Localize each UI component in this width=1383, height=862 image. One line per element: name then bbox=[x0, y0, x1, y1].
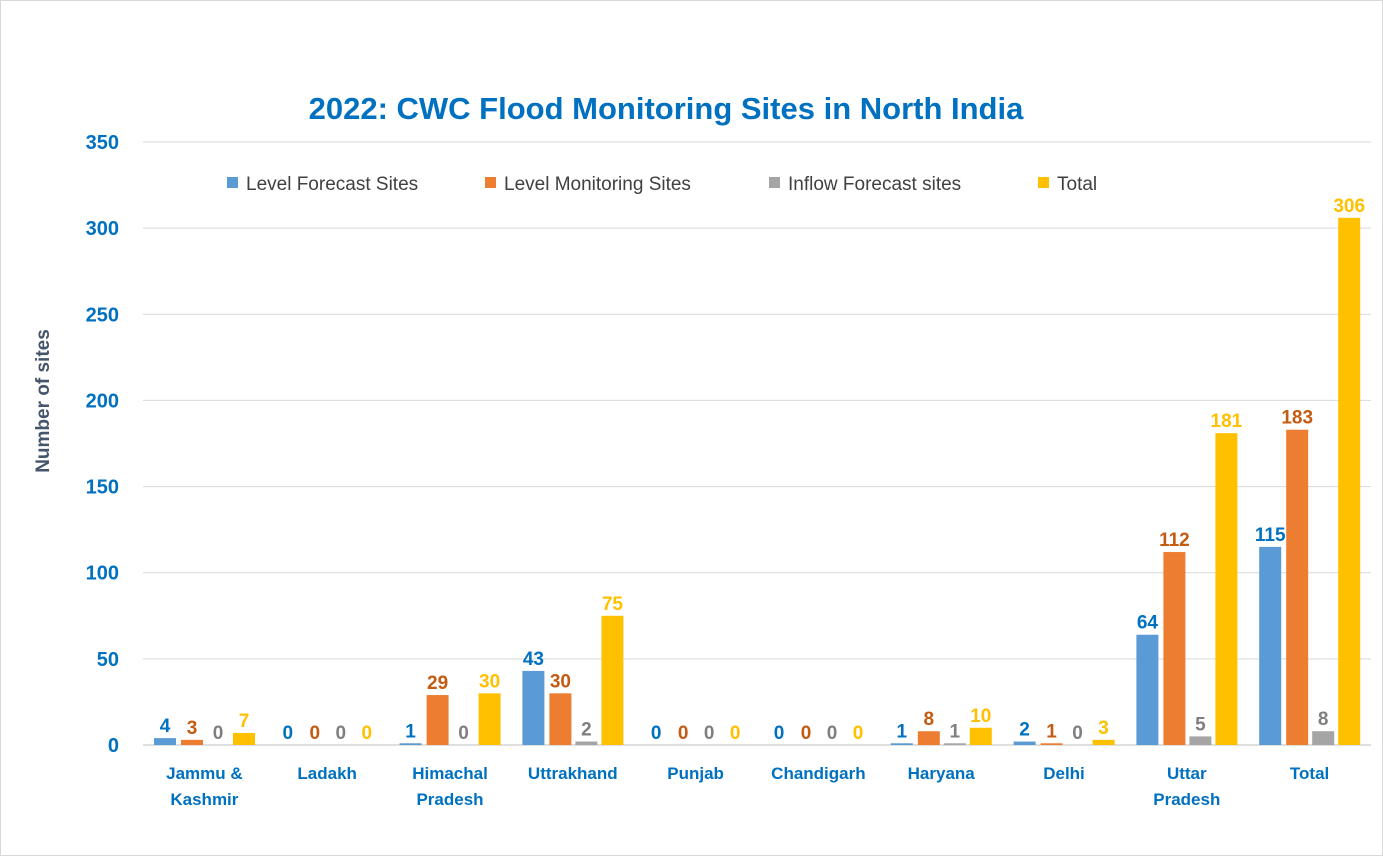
data-label: 8 bbox=[924, 709, 935, 730]
data-label: 1 bbox=[897, 721, 908, 742]
bar bbox=[1312, 731, 1335, 745]
bar bbox=[1286, 429, 1309, 745]
x-tick-label: Uttrakhand bbox=[528, 764, 618, 783]
x-tick-label: Haryana bbox=[908, 764, 976, 783]
y-tick-label: 150 bbox=[86, 477, 119, 499]
data-label: 7 bbox=[239, 711, 250, 732]
y-tick-label: 300 bbox=[86, 218, 119, 240]
x-tick-label: Pradesh bbox=[416, 790, 483, 809]
data-label: 0 bbox=[678, 723, 689, 744]
x-tick-label: Himachal bbox=[412, 764, 488, 783]
x-tick-label: Chandigarh bbox=[771, 764, 865, 783]
y-tick-label: 350 bbox=[86, 132, 119, 154]
legend-swatch bbox=[227, 177, 238, 188]
chart-title: 2022: CWC Flood Monitoring Sites in Nort… bbox=[309, 91, 1024, 126]
y-tick-label: 250 bbox=[86, 304, 119, 326]
data-label: 115 bbox=[1255, 525, 1286, 546]
data-label: 10 bbox=[970, 706, 991, 727]
data-label: 30 bbox=[550, 671, 571, 692]
data-label: 8 bbox=[1318, 709, 1329, 730]
bar bbox=[1338, 217, 1361, 745]
y-axis-label: Number of sites bbox=[33, 329, 54, 473]
y-tick-label: 200 bbox=[86, 390, 119, 412]
data-label: 183 bbox=[1281, 408, 1313, 429]
data-label: 0 bbox=[336, 723, 347, 744]
bar bbox=[1136, 634, 1159, 745]
x-tick-label: Punjab bbox=[667, 764, 724, 783]
bar bbox=[154, 738, 176, 745]
bar bbox=[399, 743, 422, 745]
y-tick-label: 0 bbox=[108, 735, 119, 757]
bar bbox=[426, 695, 449, 745]
legend-swatch bbox=[1038, 177, 1049, 188]
x-tick-label: Pradesh bbox=[1153, 790, 1220, 809]
data-label: 1 bbox=[1046, 721, 1057, 742]
legend-label: Level Monitoring Sites bbox=[504, 174, 691, 195]
x-tick-label: Jammu & bbox=[166, 764, 243, 783]
x-tick-label: Kashmir bbox=[170, 790, 238, 809]
bar bbox=[1163, 552, 1186, 745]
data-label: 5 bbox=[1195, 714, 1206, 735]
data-label: 112 bbox=[1159, 530, 1190, 551]
bar bbox=[601, 615, 624, 745]
data-label: 2 bbox=[1019, 720, 1030, 741]
bar bbox=[549, 693, 572, 745]
bar bbox=[181, 739, 203, 745]
bar bbox=[522, 670, 545, 745]
data-label: 0 bbox=[774, 723, 785, 744]
data-label: 0 bbox=[853, 723, 864, 744]
bar bbox=[1040, 743, 1063, 745]
bar bbox=[890, 743, 913, 745]
data-label: 1 bbox=[405, 721, 416, 742]
data-label: 0 bbox=[1072, 723, 1083, 744]
bar bbox=[575, 741, 598, 745]
data-label: 1 bbox=[950, 721, 961, 742]
x-tick-label: Uttar bbox=[1167, 764, 1207, 783]
legend-label: Inflow Forecast sites bbox=[788, 174, 961, 195]
bar bbox=[1092, 739, 1115, 745]
data-label: 2 bbox=[581, 720, 592, 741]
data-label: 0 bbox=[827, 723, 838, 744]
bar bbox=[943, 743, 966, 745]
y-tick-label: 50 bbox=[97, 649, 119, 671]
data-label: 0 bbox=[458, 723, 469, 744]
legend-swatch bbox=[485, 177, 496, 188]
bar bbox=[233, 732, 255, 745]
y-tick-label: 100 bbox=[86, 563, 119, 585]
bar bbox=[1259, 546, 1282, 745]
legend-swatch bbox=[769, 177, 780, 188]
x-tick-label: Total bbox=[1290, 764, 1329, 783]
legend-label: Level Forecast Sites bbox=[246, 174, 418, 195]
data-label: 0 bbox=[730, 723, 741, 744]
data-label: 0 bbox=[310, 723, 321, 744]
bar bbox=[969, 727, 992, 745]
bar bbox=[1013, 741, 1036, 745]
data-label: 3 bbox=[1098, 718, 1109, 739]
data-label: 0 bbox=[283, 723, 294, 744]
data-label: 4 bbox=[160, 716, 171, 737]
x-tick-label: Ladakh bbox=[297, 764, 357, 783]
data-label: 0 bbox=[362, 723, 373, 744]
data-label: 29 bbox=[427, 673, 448, 694]
data-label: 0 bbox=[801, 723, 812, 744]
bar bbox=[478, 693, 501, 745]
data-label: 30 bbox=[479, 671, 500, 692]
bar bbox=[917, 731, 940, 745]
data-label: 43 bbox=[523, 649, 544, 670]
data-label: 0 bbox=[213, 723, 224, 744]
legend-label: Total bbox=[1057, 174, 1097, 195]
data-label: 0 bbox=[651, 723, 662, 744]
bar bbox=[1215, 433, 1238, 745]
data-label: 3 bbox=[187, 718, 198, 739]
data-label: 75 bbox=[602, 594, 624, 615]
data-label: 64 bbox=[1137, 613, 1159, 634]
data-label: 181 bbox=[1211, 411, 1243, 432]
bar bbox=[1189, 736, 1212, 745]
data-label: 306 bbox=[1333, 196, 1365, 217]
data-label: 0 bbox=[704, 723, 715, 744]
x-tick-label: Delhi bbox=[1043, 764, 1085, 783]
